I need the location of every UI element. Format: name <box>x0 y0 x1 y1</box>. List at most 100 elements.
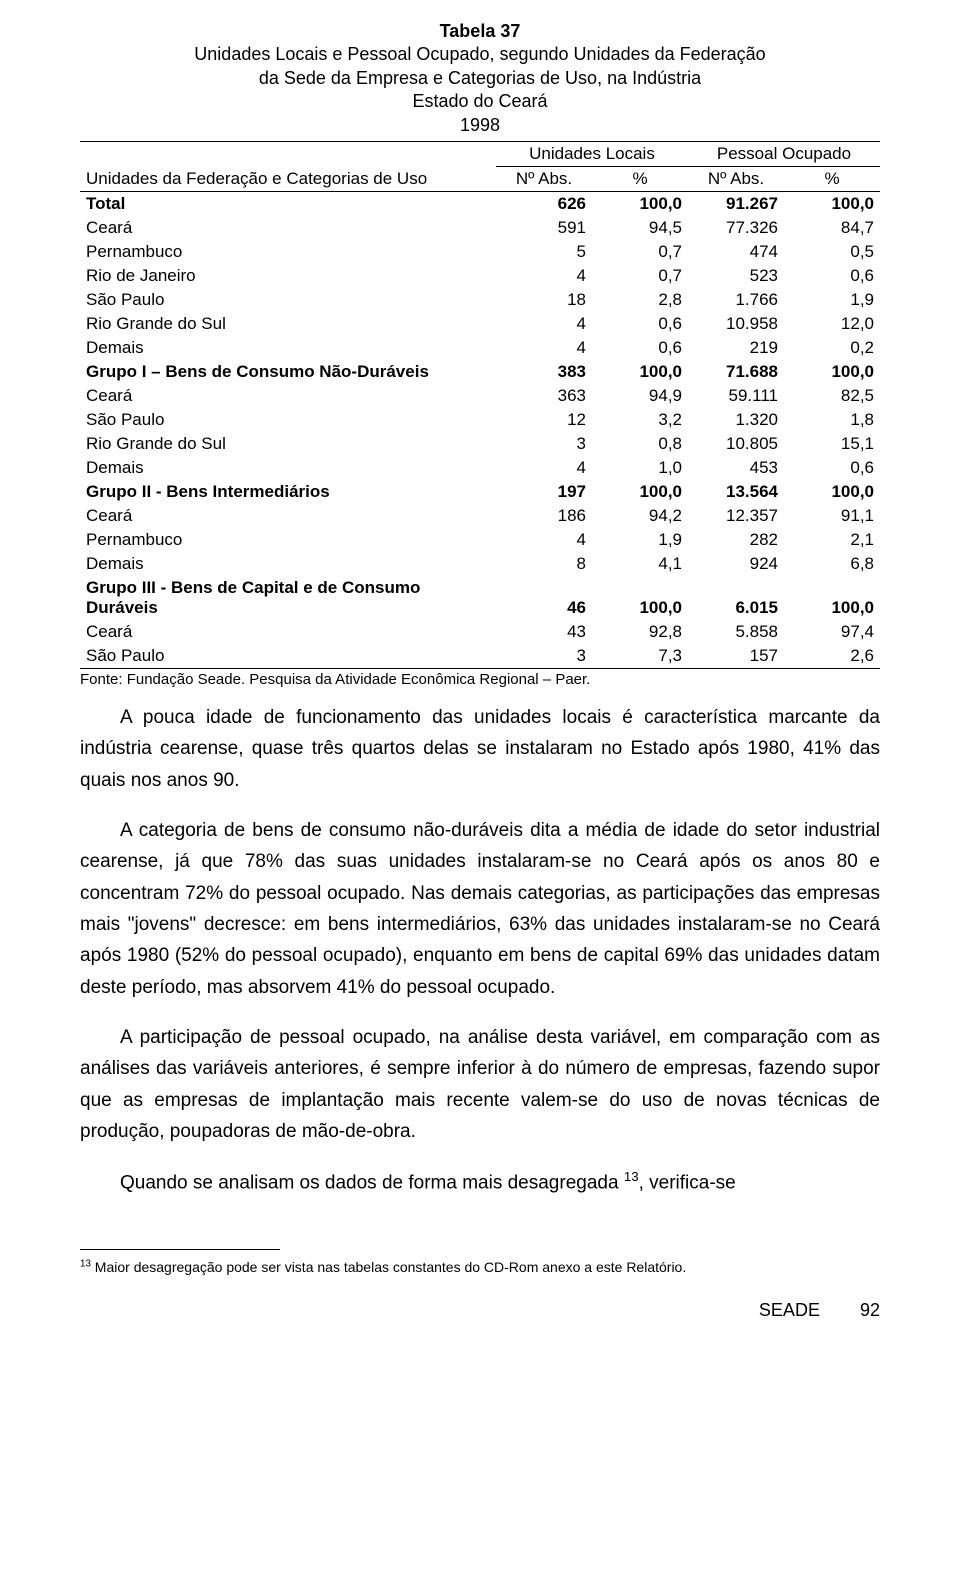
table-row: Demais84,19246,8 <box>80 552 880 576</box>
row-value: 5 <box>496 240 592 264</box>
table-number: Tabela 37 <box>80 20 880 43</box>
row-value: 219 <box>688 336 784 360</box>
row-value: 0,8 <box>592 432 688 456</box>
table-source: Fonte: Fundação Seade. Pesquisa da Ativi… <box>80 671 880 688</box>
paragraph-3: A participação de pessoal ocupado, na an… <box>80 1022 880 1147</box>
row-value: 10.805 <box>688 432 784 456</box>
table-title-line1: Unidades Locais e Pessoal Ocupado, segun… <box>80 43 880 66</box>
row-label: Ceará <box>80 216 496 240</box>
row-value: 4 <box>496 528 592 552</box>
row-value: 591 <box>496 216 592 240</box>
row-value: 94,5 <box>592 216 688 240</box>
footnote-sup: 13 <box>80 1258 91 1269</box>
row-value: 100,0 <box>784 360 880 384</box>
group-header-0: Unidades Locais <box>496 141 688 166</box>
row-label: Ceará <box>80 504 496 528</box>
row-value: 474 <box>688 240 784 264</box>
row-label: Grupo III - Bens de Capital e de Consumo… <box>80 576 496 620</box>
row-label: Rio de Janeiro <box>80 264 496 288</box>
row-value: 363 <box>496 384 592 408</box>
p4-sup: 13 <box>624 1169 639 1184</box>
row-value: 77.326 <box>688 216 784 240</box>
row-value: 1.320 <box>688 408 784 432</box>
row-value: 1,0 <box>592 456 688 480</box>
row-value: 84,7 <box>784 216 880 240</box>
row-value: 1,9 <box>784 288 880 312</box>
row-value: 94,9 <box>592 384 688 408</box>
row-value: 523 <box>688 264 784 288</box>
row-value: 100,0 <box>592 360 688 384</box>
row-value: 15,1 <box>784 432 880 456</box>
row-label: Rio Grande do Sul <box>80 312 496 336</box>
row-value: 4 <box>496 264 592 288</box>
table-row: Ceará36394,959.11182,5 <box>80 384 880 408</box>
table-row: Rio Grande do Sul30,810.80515,1 <box>80 432 880 456</box>
paragraph-2: A categoria de bens de consumo não-duráv… <box>80 815 880 1003</box>
row-value: 91.267 <box>688 191 784 216</box>
row-value: 0,7 <box>592 240 688 264</box>
table-row: Rio Grande do Sul40,610.95812,0 <box>80 312 880 336</box>
row-value: 197 <box>496 480 592 504</box>
sub-header-0: Nº Abs. <box>496 166 592 191</box>
row-value: 8 <box>496 552 592 576</box>
page-container: Tabela 37 Unidades Locais e Pessoal Ocup… <box>0 0 960 1361</box>
row-label: Rio Grande do Sul <box>80 432 496 456</box>
row-value: 453 <box>688 456 784 480</box>
sub-header-3: % <box>784 166 880 191</box>
row-value: 100,0 <box>784 480 880 504</box>
row-value: 46 <box>496 576 592 620</box>
row-value: 43 <box>496 620 592 644</box>
row-label: Pernambuco <box>80 240 496 264</box>
group-header-1: Pessoal Ocupado <box>688 141 880 166</box>
row-value: 4 <box>496 312 592 336</box>
row-value: 0,5 <box>784 240 880 264</box>
table-row: Grupo III - Bens de Capital e de Consumo… <box>80 576 880 620</box>
row-value: 3 <box>496 432 592 456</box>
row-value: 12,0 <box>784 312 880 336</box>
footer-label: SEADE <box>759 1300 820 1320</box>
table-title-line3: Estado do Ceará <box>80 90 880 113</box>
row-value: 2,1 <box>784 528 880 552</box>
row-value: 0,2 <box>784 336 880 360</box>
row-label: São Paulo <box>80 644 496 669</box>
sub-header-1: % <box>592 166 688 191</box>
table-row: Ceará59194,577.32684,7 <box>80 216 880 240</box>
paragraph-1: A pouca idade de funcionamento das unida… <box>80 702 880 796</box>
row-value: 924 <box>688 552 784 576</box>
row-value: 100,0 <box>592 480 688 504</box>
row-label: Ceará <box>80 620 496 644</box>
table-row: Ceará18694,212.35791,1 <box>80 504 880 528</box>
table-row: Demais41,04530,6 <box>80 456 880 480</box>
row-value: 157 <box>688 644 784 669</box>
row-label: Ceará <box>80 384 496 408</box>
row-value: 6,8 <box>784 552 880 576</box>
row-value: 10.958 <box>688 312 784 336</box>
row-value: 1,8 <box>784 408 880 432</box>
row-label: Demais <box>80 336 496 360</box>
sub-header-2: Nº Abs. <box>688 166 784 191</box>
row-value: 4 <box>496 456 592 480</box>
table-title-line2: da Sede da Empresa e Categorias de Uso, … <box>80 67 880 90</box>
footnote-text: Maior desagregação pode ser vista nas ta… <box>91 1259 686 1275</box>
row-value: 100,0 <box>784 191 880 216</box>
row-header: Unidades da Federação e Categorias de Us… <box>80 141 496 191</box>
row-value: 186 <box>496 504 592 528</box>
row-value: 0,6 <box>592 336 688 360</box>
table-row: Ceará4392,85.85897,4 <box>80 620 880 644</box>
p4-pre: Quando se analisam os dados de forma mai… <box>120 1173 624 1194</box>
page-footer: SEADE 92 <box>80 1300 880 1321</box>
row-value: 0,6 <box>784 264 880 288</box>
row-value: 1.766 <box>688 288 784 312</box>
row-value: 4 <box>496 336 592 360</box>
paragraph-4: Quando se analisam os dados de forma mai… <box>80 1166 880 1199</box>
table-row: Total626100,091.267100,0 <box>80 191 880 216</box>
row-value: 100,0 <box>784 576 880 620</box>
footnote-separator <box>80 1249 280 1250</box>
table-row: Pernambuco41,92822,1 <box>80 528 880 552</box>
row-value: 1,9 <box>592 528 688 552</box>
row-value: 7,3 <box>592 644 688 669</box>
table-row: Rio de Janeiro40,75230,6 <box>80 264 880 288</box>
row-value: 4,1 <box>592 552 688 576</box>
row-value: 59.111 <box>688 384 784 408</box>
row-value: 100,0 <box>592 576 688 620</box>
